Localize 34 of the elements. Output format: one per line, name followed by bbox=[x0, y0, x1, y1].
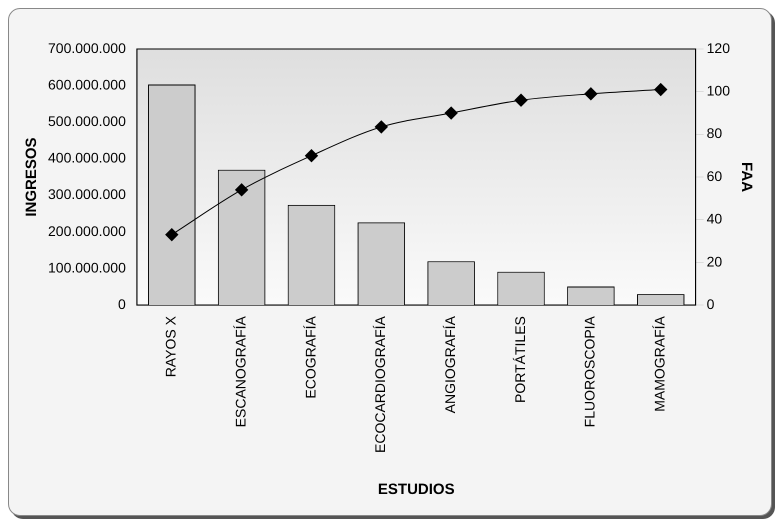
point bbox=[235, 183, 248, 196]
x-tick-label: ANGIOGRAFÍA bbox=[442, 315, 458, 414]
y2-tick-label: 80 bbox=[706, 125, 722, 142]
y2-tick-label: 100 bbox=[706, 82, 730, 99]
x-tick-label: PORTÁTILES bbox=[512, 316, 528, 403]
point bbox=[374, 120, 388, 134]
point bbox=[444, 106, 458, 120]
y-tick-label: 200.000.000 bbox=[48, 222, 126, 239]
y2-tick-label: 40 bbox=[706, 210, 722, 227]
y-tick-label: 0 bbox=[118, 296, 126, 312]
y-tick-label: 600.000.000 bbox=[48, 76, 126, 92]
y2-tick-label: 60 bbox=[706, 168, 722, 184]
point bbox=[304, 149, 318, 162]
x-tick-label: RAYOS X bbox=[162, 315, 179, 378]
x-tick-label: FLUOROSCOPIA bbox=[582, 315, 598, 428]
y-tick-label: 500.000.000 bbox=[48, 113, 126, 130]
y2-tick-label: 120 bbox=[706, 40, 730, 56]
x-tick-label: ECOGRAFÍA bbox=[302, 315, 318, 399]
y-tick-label: 400.000.000 bbox=[48, 150, 126, 166]
point bbox=[654, 83, 668, 96]
x-axis-title: ESTUDIOS bbox=[378, 481, 455, 498]
y-axis-title: INGRESOS bbox=[23, 137, 40, 217]
x-tick-label: MAMOGRAFÍA bbox=[652, 315, 668, 412]
point bbox=[514, 94, 528, 107]
point bbox=[165, 228, 178, 242]
y2-axis-title: FAA bbox=[738, 162, 755, 192]
y2-tick-label: 20 bbox=[706, 253, 722, 270]
y-tick-label: 300.000.000 bbox=[48, 186, 126, 202]
x-tick-label: ECOCARDIOGRAFÍA bbox=[372, 315, 388, 454]
x-tick-label: ESCANOGRAFÍA bbox=[232, 315, 248, 428]
point bbox=[584, 87, 598, 100]
y2-tick-label: 0 bbox=[706, 296, 715, 312]
y-tick-label: 100.000.000 bbox=[48, 259, 126, 276]
y-tick-label: 700.000.000 bbox=[48, 40, 126, 56]
